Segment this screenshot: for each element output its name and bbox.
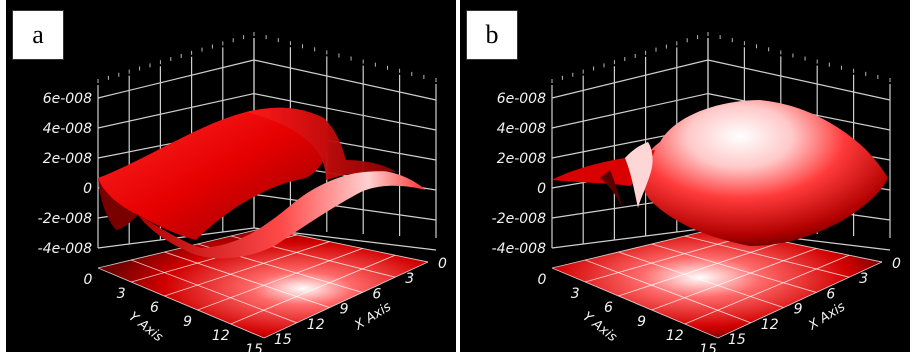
y-tick-label: 6 (604, 300, 613, 316)
floor-grid-line (164, 251, 330, 309)
floor-grid-line (585, 234, 751, 283)
panel-label-b: b (466, 10, 518, 60)
grid-line-left (97, 93, 255, 129)
z-tick-label: 6e-008 (43, 91, 92, 107)
floor-grid-line (585, 259, 751, 324)
floor-grid-line (717, 261, 883, 339)
surface-a (98, 107, 426, 259)
x-tick-label: 12 (761, 317, 779, 333)
floor-grid-line (97, 267, 265, 339)
surface-plot-b: 6e-008 4e-008 2e-008 0 -2e-008 -4e-008 0 3 6 9 12 1… (492, 32, 901, 352)
grid-line-left (97, 59, 255, 99)
floor-grid-line (131, 259, 297, 324)
panel-label-a: a (12, 10, 64, 60)
floor-grid-line (197, 247, 363, 311)
y-tick-label: 9 (637, 314, 646, 330)
surface-spike (625, 142, 653, 208)
grid-line-right (253, 93, 437, 131)
surface-shadow (98, 178, 138, 230)
z-tick-label: 2e-008 (497, 151, 546, 167)
surface-fold-right (138, 170, 426, 259)
x-tick-label: 3 (859, 271, 868, 287)
z-tick-label: -2e-008 (492, 211, 546, 227)
y-tick-label: 15 (245, 342, 263, 352)
y-axis-title: Y Axis (126, 309, 166, 345)
floor-grid-line (230, 254, 396, 325)
floor-grid-line (551, 267, 719, 339)
surface-plot-a: 6e-008 4e-008 2e-008 0 -2e-008 -4e-008 0 3 6 9 12 1… (38, 32, 447, 352)
floor-grid-line (684, 235, 850, 278)
floor-grid-line (684, 254, 850, 325)
y-tick-label: 12 (212, 328, 230, 344)
grid-line-right (253, 193, 437, 221)
z-tick-label: -4e-008 (38, 241, 92, 257)
x-tick-label: 15 (728, 332, 746, 348)
surface-fold-left (98, 107, 329, 241)
floor-projection (552, 228, 882, 338)
grid-line-right (707, 59, 891, 101)
y-tick-label: 0 (538, 272, 547, 288)
floor-b (551, 227, 883, 339)
x-tick-label: 0 (892, 256, 901, 272)
surface-b (552, 100, 888, 246)
grid-line-right (253, 59, 437, 101)
x-tick-label: 3 (405, 271, 414, 287)
x-axis-title: X Axis (805, 299, 848, 334)
floor-grid-line (164, 241, 330, 297)
y-axis-title: Y Axis (580, 309, 620, 345)
floor-grid-line (263, 261, 429, 339)
floor-a (97, 227, 429, 339)
floor-projection (98, 228, 428, 338)
z-tick-label: 2e-008 (43, 151, 92, 167)
z-tick-label: 6e-008 (497, 91, 546, 107)
x-tick-label: 12 (307, 317, 325, 333)
x-tick-label: 9 (340, 302, 349, 318)
z-tick-label: 4e-008 (43, 121, 92, 137)
floor-grid-line (651, 243, 817, 293)
y-tick-label: 3 (117, 286, 126, 302)
z-tick-label: -4e-008 (492, 241, 546, 257)
grid-line-left (551, 93, 709, 129)
x-tick-label: 6 (826, 286, 835, 302)
chart-panel-a: a (6, 0, 456, 352)
y-tick-label: 9 (183, 314, 192, 330)
floor-grid-line (618, 251, 784, 309)
x-tick-label: 6 (372, 286, 381, 302)
x-tick-label: 15 (274, 332, 292, 348)
y-tick-label: 3 (571, 286, 580, 302)
floor-grid-line (551, 227, 719, 269)
surface-shadow (600, 170, 622, 208)
x-tick-label: 0 (438, 256, 447, 272)
x-tick-label: 9 (794, 302, 803, 318)
grid-line-left (551, 227, 709, 249)
surface-ridge (246, 107, 396, 180)
floor-grid-line (651, 247, 817, 311)
y-tick-label: 12 (666, 328, 684, 344)
y-tick-label: 0 (84, 272, 93, 288)
grid-line-left (551, 59, 709, 99)
z-tick-label: -2e-008 (38, 211, 92, 227)
z-tick-label: 4e-008 (497, 121, 546, 137)
x-axis-title: X Axis (351, 299, 394, 334)
z-tick-label: 0 (537, 181, 546, 197)
y-tick-label: 6 (150, 300, 159, 316)
chart-panel-b: b 6e-008 4e-008 2e-008 0 -2e-008 -4e-008 0 3 6 9 1… (460, 0, 910, 352)
floor-grid-line (618, 241, 784, 297)
z-tick-label: 0 (83, 181, 92, 197)
surface-dome (640, 100, 888, 246)
y-tick-label: 15 (699, 342, 717, 352)
